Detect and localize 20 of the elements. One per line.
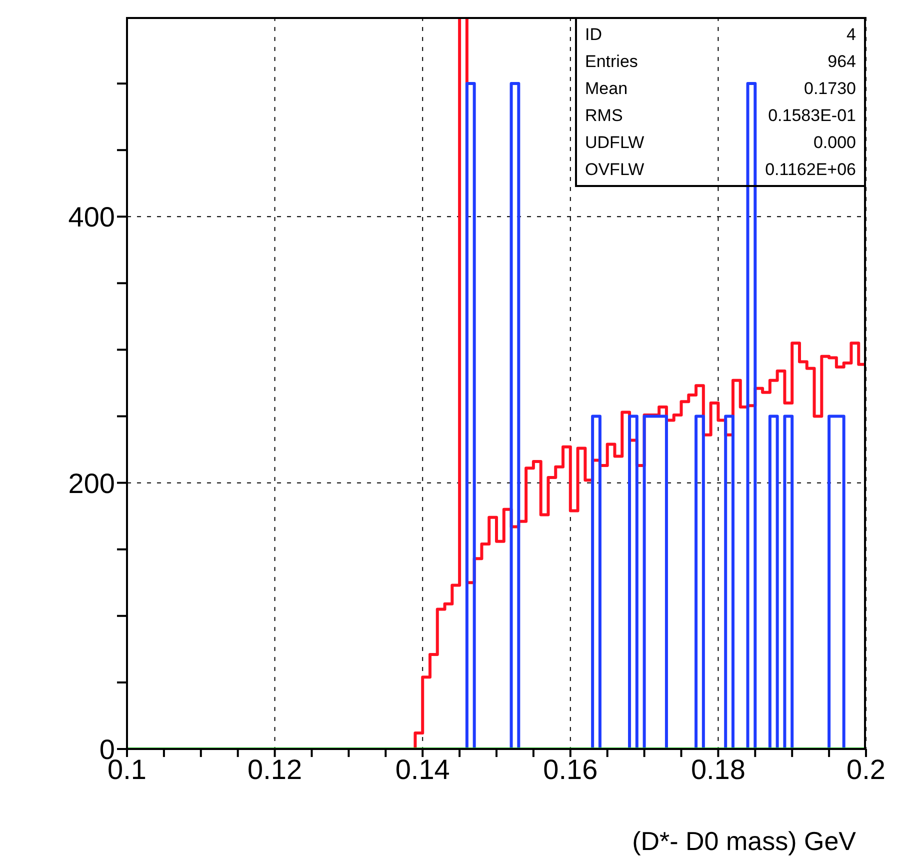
annotation: UDFLW — [585, 132, 644, 154]
annotation: 0.1583E-01 — [768, 105, 856, 127]
annotation: 0.1162E+06 — [765, 159, 856, 181]
x-axis-title: (D*- D0 mass) GeV — [632, 826, 857, 856]
annotation: OVFLW — [585, 159, 644, 181]
x-tick-label: 0.12 — [248, 754, 302, 785]
annotation: 0.1730 — [804, 78, 856, 100]
annotation: RMS — [585, 105, 623, 127]
x-tick-label: 0.14 — [395, 754, 450, 785]
annotation: Mean — [585, 78, 628, 100]
annotation: 4 — [846, 24, 856, 46]
y-tick-label: 200 — [68, 468, 115, 499]
x-tick-label: 0.18 — [690, 754, 746, 785]
annotation: ID — [585, 24, 602, 46]
annotation: 0.000 — [813, 132, 856, 154]
x-tick-label: 0.2 — [846, 754, 886, 785]
annotation: 964 — [828, 51, 856, 73]
annotation: Entries — [585, 51, 638, 73]
x-tick-label: 0.16 — [543, 754, 598, 785]
y-tick-label: 400 — [68, 202, 115, 233]
